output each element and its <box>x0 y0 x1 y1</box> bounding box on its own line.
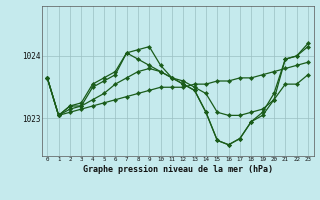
X-axis label: Graphe pression niveau de la mer (hPa): Graphe pression niveau de la mer (hPa) <box>83 165 273 174</box>
